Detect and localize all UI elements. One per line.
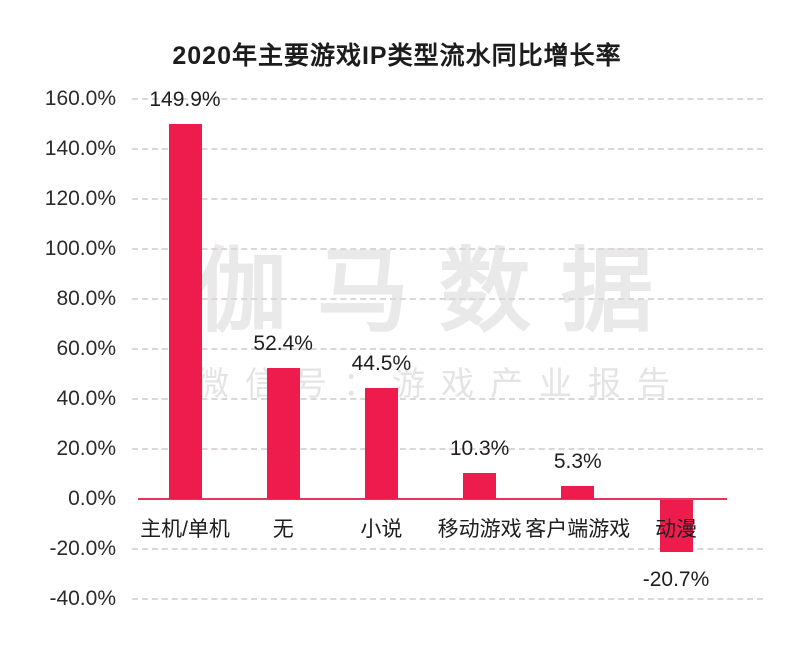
gridline: [132, 548, 763, 550]
y-tick-label: 0.0%: [68, 487, 116, 510]
y-tick-label: 160.0%: [44, 87, 116, 110]
y-tick-label: 80.0%: [56, 287, 116, 310]
y-tick-label: 140.0%: [44, 137, 116, 160]
y-tick-label: -20.0%: [49, 537, 116, 560]
gridline: [132, 448, 763, 450]
bar-value-label: -20.7%: [642, 567, 710, 591]
x-category-label: 移动游戏: [437, 518, 522, 541]
gridline: [132, 398, 763, 400]
gridline: [132, 348, 763, 350]
bar-2: [364, 387, 398, 499]
x-category-label: 动漫: [655, 518, 697, 541]
gridline: [132, 148, 763, 150]
bar-value-label: 10.3%: [449, 437, 510, 461]
y-tick-label: 100.0%: [44, 237, 116, 260]
bar-0: [168, 124, 202, 499]
zero-axis-line: [138, 498, 727, 500]
y-tick-label: 60.0%: [56, 337, 116, 360]
y-tick-label: 20.0%: [56, 437, 116, 460]
gridline: [132, 98, 763, 100]
y-tick-label: -40.0%: [49, 587, 116, 610]
bar-value-label: 44.5%: [351, 351, 412, 375]
chart-title: 2020年主要游戏IP类型流水同比增长率: [172, 42, 622, 70]
bar-value-label: 149.9%: [149, 88, 221, 112]
x-category-label: 无: [272, 518, 294, 541]
watermark-text: 伽马数据: [195, 241, 684, 343]
gridline: [132, 198, 763, 200]
bar-value-label: 5.3%: [553, 449, 602, 473]
x-category-label: 主机/单机: [140, 518, 230, 541]
bar-1: [266, 368, 300, 499]
gridline: [132, 598, 763, 600]
gridline: [132, 248, 763, 250]
y-tick-label: 120.0%: [44, 187, 116, 210]
y-tick-label: 40.0%: [56, 387, 116, 410]
gridline: [132, 298, 763, 300]
bar-4: [561, 485, 595, 499]
x-category-label: 客户端游戏: [525, 518, 631, 541]
x-category-label: 小说: [360, 518, 403, 541]
bar-value-label: 52.4%: [253, 332, 313, 355]
bar-3: [463, 473, 497, 499]
bar-5: [659, 500, 693, 552]
